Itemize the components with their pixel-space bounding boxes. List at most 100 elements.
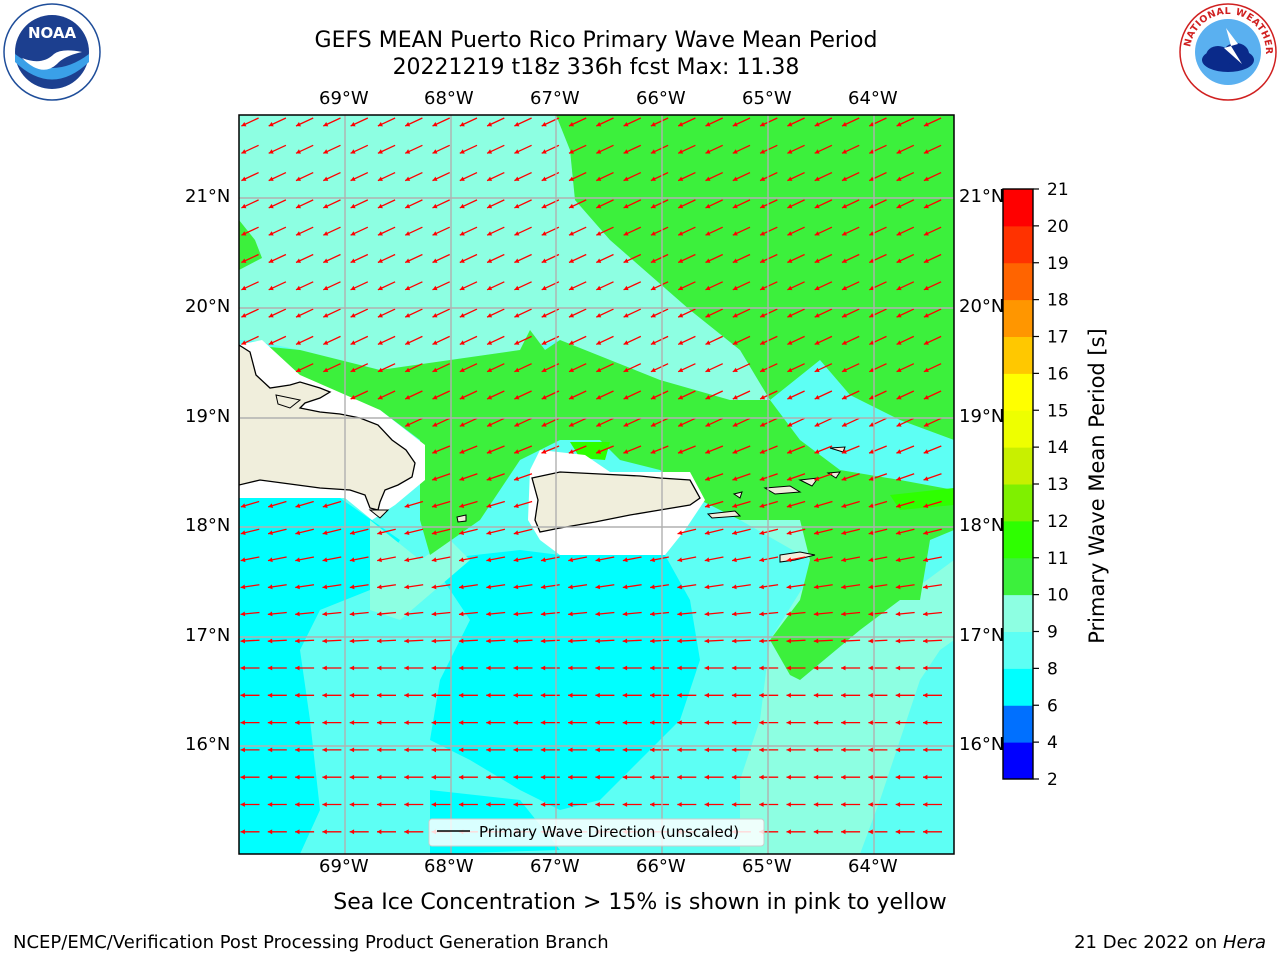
wave-arrow-head bbox=[595, 692, 600, 698]
wave-arrow-head bbox=[759, 747, 764, 753]
wave-arrow-head bbox=[759, 530, 765, 536]
wave-arrow-head bbox=[813, 584, 819, 590]
wave-arrow-head bbox=[650, 747, 655, 753]
wave-arrow-head bbox=[486, 720, 491, 725]
wave-arrow-head bbox=[431, 720, 436, 725]
noaa-logo-icon: NOAA bbox=[3, 3, 101, 101]
wave-arrow-head bbox=[540, 692, 546, 698]
wave-arrow-head bbox=[323, 231, 329, 236]
wave-arrow-head bbox=[350, 149, 356, 154]
wave-arrow-head bbox=[650, 802, 655, 807]
colorbar-tick-label: 11 bbox=[1047, 549, 1069, 569]
lat-label-left: 21°N bbox=[185, 186, 231, 207]
wave-arrow-head bbox=[323, 313, 329, 318]
lon-label-bottom: 65°W bbox=[742, 856, 792, 877]
wave-arrow-head bbox=[268, 149, 274, 154]
wave-arrow-head bbox=[540, 774, 546, 780]
wave-arrow-head bbox=[241, 149, 247, 154]
wave-arrow-head bbox=[541, 203, 547, 209]
wave-arrow-head bbox=[705, 340, 711, 345]
wave-arrow-head bbox=[760, 231, 766, 236]
wave-arrow-head bbox=[896, 258, 902, 263]
wave-arrow-head bbox=[240, 503, 246, 508]
wave-arrow-head bbox=[514, 231, 520, 236]
wave-arrow-head bbox=[895, 611, 901, 617]
wave-arrow-head bbox=[295, 638, 300, 644]
lon-label-bottom: 68°W bbox=[424, 856, 474, 877]
wave-arrow-head bbox=[923, 557, 928, 563]
wave-arrow-head bbox=[541, 176, 547, 181]
wave-arrow-head bbox=[841, 557, 847, 563]
wave-arrow-head bbox=[432, 340, 438, 345]
wave-arrow-head bbox=[514, 203, 520, 209]
wave-arrow-head bbox=[923, 802, 928, 807]
wave-arrow-head bbox=[923, 476, 929, 481]
wave-arrow-head bbox=[513, 747, 518, 753]
wave-arrow-head bbox=[923, 258, 929, 263]
wave-arrow-head bbox=[322, 829, 327, 835]
wave-arrow-head bbox=[568, 285, 574, 291]
wave-arrow-head bbox=[731, 720, 737, 725]
colorbar-tick-label: 16 bbox=[1047, 364, 1069, 384]
wave-arrow-head bbox=[896, 340, 902, 345]
wave-arrow-head bbox=[704, 747, 709, 753]
wave-arrow-head bbox=[240, 584, 246, 590]
wave-arrow-head bbox=[895, 720, 901, 725]
wave-arrow-head bbox=[869, 394, 875, 400]
wave-arrow-head bbox=[295, 747, 300, 753]
wave-arrow-head bbox=[322, 584, 328, 590]
wave-arrow-head bbox=[813, 638, 819, 644]
wave-arrow-head bbox=[459, 557, 464, 563]
wave-arrow-head bbox=[241, 340, 247, 345]
wave-arrow-head bbox=[704, 611, 710, 617]
wave-arrow-head bbox=[678, 176, 684, 181]
wave-arrow-head bbox=[923, 692, 928, 698]
wave-arrow-head bbox=[568, 665, 573, 671]
wave-arrow-head bbox=[350, 176, 356, 181]
wave-arrow-head bbox=[349, 530, 355, 536]
wave-arrow-head bbox=[731, 638, 737, 644]
wave-arrow-head bbox=[813, 692, 819, 698]
wave-arrow-head bbox=[432, 176, 438, 181]
wave-arrow-head bbox=[813, 611, 819, 617]
wave-arrow-head bbox=[240, 692, 245, 698]
wave-arrow-head bbox=[240, 774, 245, 780]
wave-arrow-head bbox=[514, 121, 520, 127]
wave-arrow-head bbox=[487, 258, 493, 263]
wave-arrow-head bbox=[295, 203, 301, 209]
wave-arrow-head bbox=[786, 584, 792, 590]
wave-arrow-head bbox=[404, 638, 409, 644]
wave-arrow-head bbox=[487, 422, 493, 427]
wave-arrow-head bbox=[513, 638, 519, 644]
wave-arrow-head bbox=[814, 203, 820, 209]
wave-arrow-head bbox=[431, 557, 437, 563]
wave-arrow-head bbox=[486, 449, 492, 454]
wave-arrow-head bbox=[349, 557, 355, 563]
wave-arrow-head bbox=[896, 203, 902, 209]
wave-arrow-head bbox=[322, 638, 327, 644]
chart-subtitle: 20221219 t18z 336h fcst Max: 11.38 bbox=[392, 55, 800, 80]
wave-arrow-head bbox=[814, 258, 820, 263]
wave-arrow-head bbox=[678, 203, 684, 209]
wave-arrow-head bbox=[350, 285, 356, 291]
wave-arrow-head bbox=[513, 530, 519, 536]
wave-arrow-head bbox=[759, 584, 764, 590]
wave-arrow-head bbox=[841, 774, 846, 780]
colorbar-swatch bbox=[1003, 447, 1033, 485]
wave-arrow-head bbox=[704, 774, 709, 780]
wave-arrow-head bbox=[895, 530, 901, 536]
wave-arrow-head bbox=[759, 720, 764, 725]
wave-arrow-head bbox=[350, 394, 356, 400]
lon-label-top: 66°W bbox=[636, 88, 686, 109]
wave-arrow-head bbox=[540, 557, 546, 563]
lon-label-top: 68°W bbox=[424, 88, 474, 109]
wave-arrow-head bbox=[458, 638, 464, 644]
wave-arrow-head bbox=[786, 829, 791, 835]
wave-arrow-head bbox=[349, 774, 355, 780]
wave-arrow-head bbox=[568, 774, 573, 780]
wave-arrow-head bbox=[678, 313, 684, 318]
wave-arrow-head bbox=[513, 665, 518, 671]
wave-arrow-head bbox=[595, 584, 601, 590]
colorbar-tick-label: 12 bbox=[1047, 512, 1069, 532]
